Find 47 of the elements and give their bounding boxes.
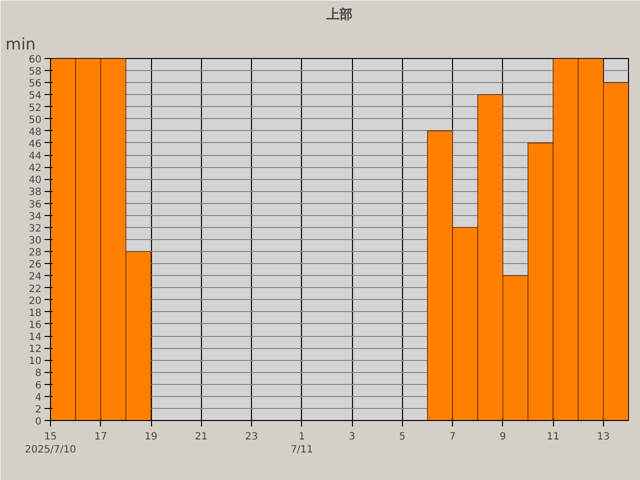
x-tick-label: 13 bbox=[597, 432, 610, 442]
text: 2025/7/10 bbox=[24, 444, 76, 456]
y-tick-label: 12 bbox=[28, 344, 42, 356]
y-tick-label: 14 bbox=[28, 332, 42, 344]
y-tick-label: 36 bbox=[28, 199, 42, 210]
y-tick-label: 0 bbox=[35, 416, 42, 428]
y-tick-label: 32 bbox=[28, 223, 42, 234]
x-tick-label: 3 bbox=[348, 432, 356, 442]
text: 7/11 bbox=[290, 444, 314, 456]
y-tick-label: 60 bbox=[28, 54, 42, 66]
y-tick-label: 26 bbox=[28, 260, 42, 271]
y-tick-label: 30 bbox=[28, 236, 42, 246]
y-tick-label: 42 bbox=[28, 163, 42, 174]
y-tick-label: 2 bbox=[35, 404, 42, 416]
y-tick-label: 54 bbox=[28, 90, 42, 102]
x-tick-label: 17 bbox=[94, 432, 108, 442]
chart-title: 上部 bbox=[326, 6, 352, 22]
y-tick-label: 46 bbox=[28, 138, 42, 150]
y-tick-label: 8 bbox=[35, 368, 42, 380]
y-tick-label: 48 bbox=[28, 126, 42, 138]
y-tick-label: 4 bbox=[35, 392, 42, 404]
x-tick-label: 19 bbox=[144, 432, 158, 442]
x-tick-label: 15 bbox=[44, 432, 57, 442]
y-tick-label: 44 bbox=[28, 151, 42, 162]
y-tick-label: 28 bbox=[28, 248, 42, 259]
y-tick-label: 50 bbox=[28, 114, 42, 126]
y-tick-label: 24 bbox=[28, 272, 42, 283]
x-tick-label: 9 bbox=[500, 432, 506, 442]
x-tick-label: 11 bbox=[546, 432, 560, 442]
x-tick-label: 21 bbox=[194, 432, 208, 442]
y-axis-title: min bbox=[6, 34, 36, 54]
x-tick-label: 7 bbox=[449, 432, 456, 442]
y-tick-label: 58 bbox=[28, 66, 42, 78]
y-tick-label: 18 bbox=[28, 308, 42, 319]
y-tick-label: 38 bbox=[28, 187, 42, 198]
y-tick-label: 10 bbox=[28, 356, 42, 368]
y-tick-label: 56 bbox=[28, 78, 42, 90]
y-tick-label: 20 bbox=[28, 296, 42, 307]
y-tick-label: 34 bbox=[28, 211, 42, 222]
x-tick-label: 1 bbox=[298, 432, 305, 442]
y-tick-label: 40 bbox=[28, 175, 42, 186]
x-tick-label: 5 bbox=[399, 432, 406, 442]
y-tick-label: 6 bbox=[35, 380, 42, 392]
y-tick-label: 16 bbox=[28, 320, 42, 331]
y-tick-label: 52 bbox=[28, 102, 42, 114]
x-tick-label: 23 bbox=[245, 432, 258, 442]
y-tick-label: 22 bbox=[28, 284, 42, 295]
